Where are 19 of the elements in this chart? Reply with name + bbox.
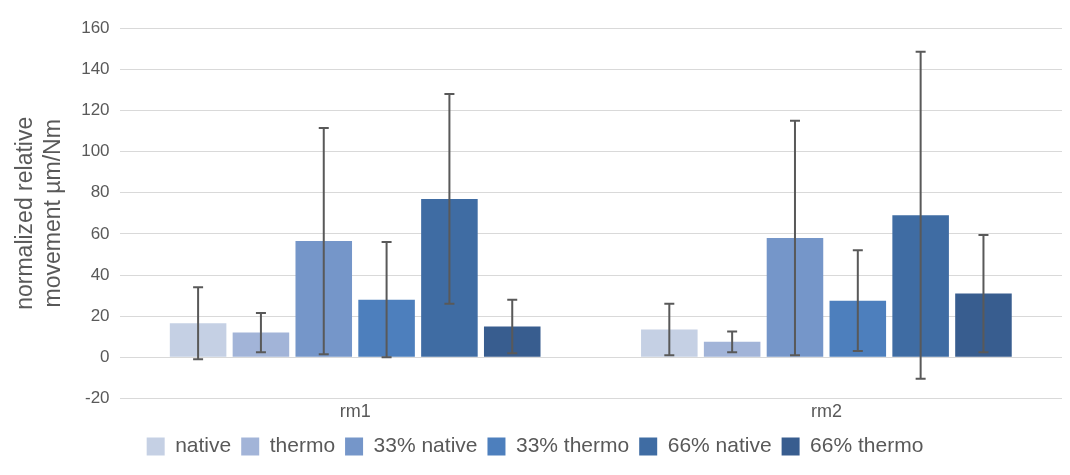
- y-tick-label: 140: [81, 59, 110, 79]
- legend-label: 33% thermo: [515, 433, 630, 457]
- y-tick-label: -20: [84, 388, 110, 408]
- y-tick-label: 40: [90, 264, 110, 284]
- y-tick-label: 60: [90, 223, 110, 243]
- y-tick-label: 80: [90, 182, 110, 202]
- legend-label: thermo: [269, 433, 336, 457]
- y-tick-label: 0: [100, 346, 110, 366]
- x-tick-label: rm2: [810, 401, 842, 422]
- legend-label: 66% thermo: [810, 433, 924, 457]
- legend-label: 66% native: [667, 433, 772, 457]
- legend-label: native: [175, 433, 232, 457]
- legend-label: 33% native: [373, 433, 478, 457]
- y-tick-label: 160: [81, 17, 110, 37]
- y-axis-title: normalized relative movement µm/Nm: [11, 116, 65, 310]
- y-tick-label: 100: [81, 141, 110, 161]
- y-tick-label: 20: [90, 305, 110, 325]
- y-tick-label: 120: [81, 100, 110, 120]
- x-tick-label: rm1: [339, 401, 371, 422]
